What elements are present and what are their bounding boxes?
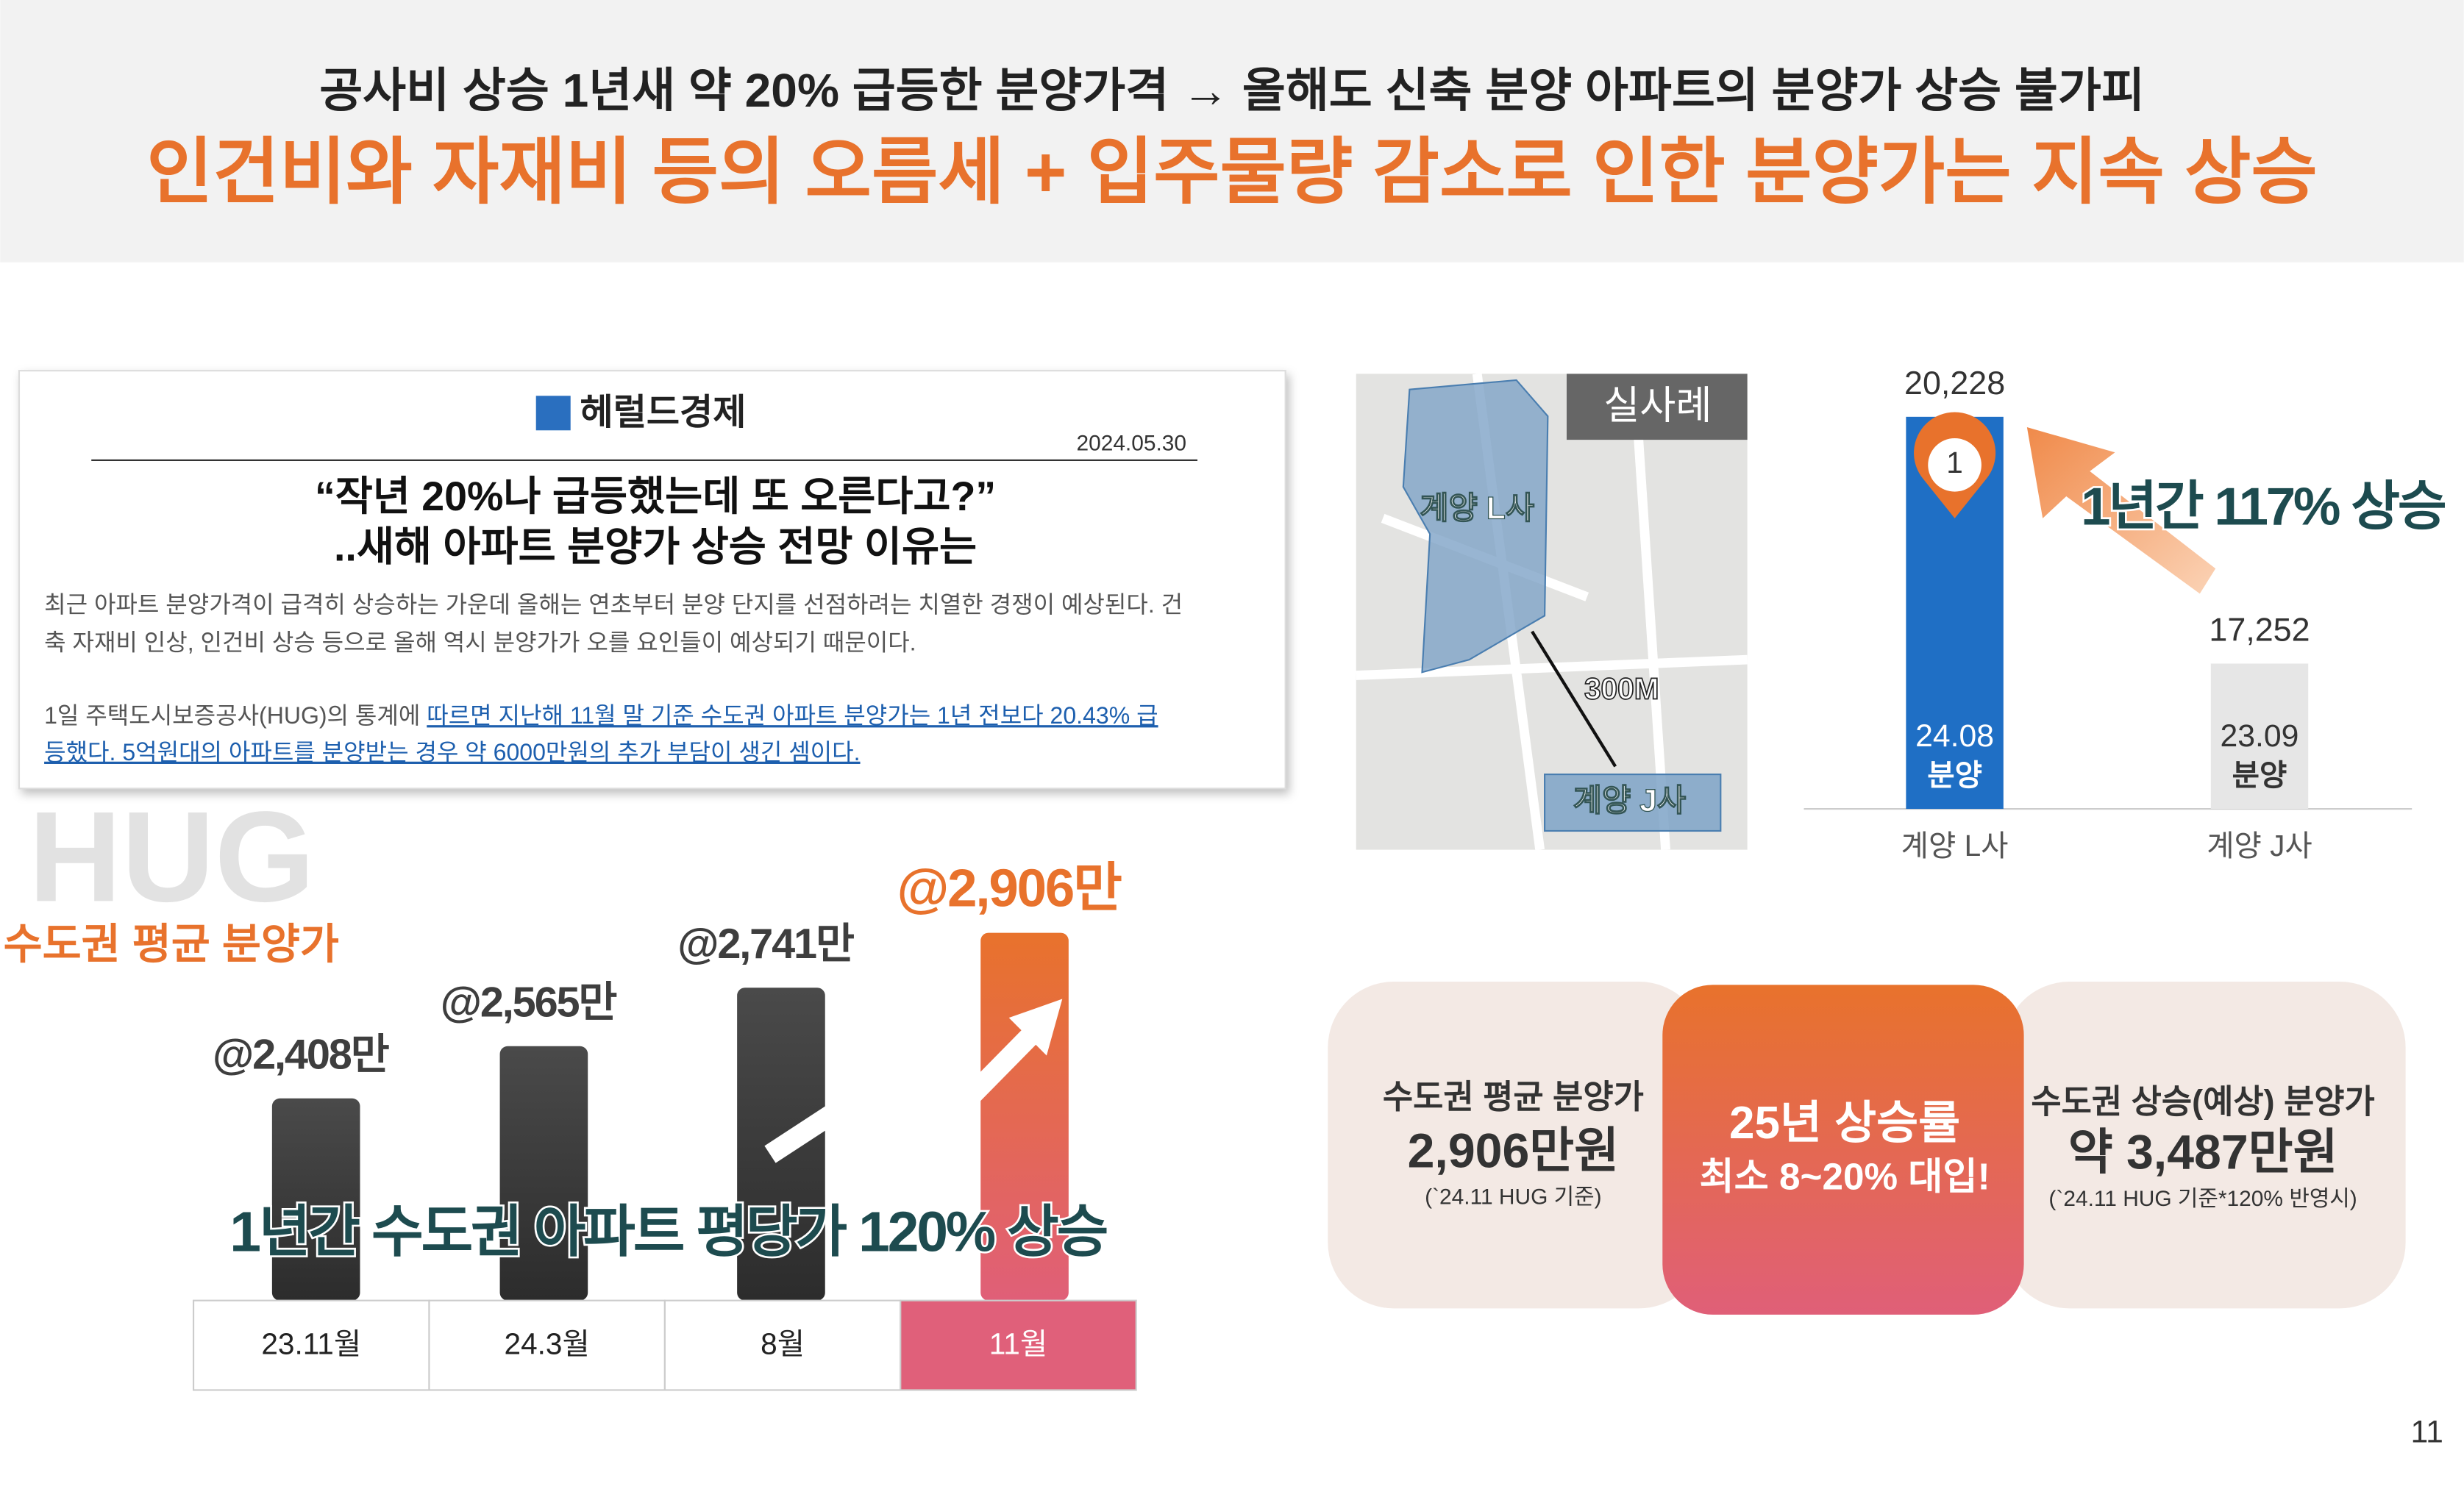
x-tick-label: 11월	[989, 1326, 1047, 1360]
headline: ..새해 아파트 분양가 상승 전망 이유는	[334, 524, 977, 569]
logo-icon	[535, 396, 571, 431]
box-value: 약 3,487만원	[2068, 1126, 2338, 1180]
box-title: 25년 상승률	[1729, 1098, 1960, 1149]
box-value: 최소 8~20% 대입!	[1699, 1156, 1990, 1198]
body: 최근 아파트 분양가격이 급격히 상승하는 가운데 올해는 연초부터 분양 단지…	[44, 591, 1183, 618]
site-label: 계양 L사	[1420, 491, 1534, 526]
box-note: (`24.11 HUG 기준)	[1425, 1185, 1601, 1210]
badge: 실사례	[1603, 384, 1712, 427]
header-line2: 인건비와 자재비 등의 오름세 + 입주물량 감소로 인한 분양가는 지속 상승	[146, 131, 2318, 212]
bar-text: 분양	[2232, 758, 2287, 792]
box-bg	[1328, 982, 1705, 1309]
link: 등했다. 5억원대의 아파트를 분양받는 경우 약 6000만원의 추가 부담이…	[44, 739, 860, 765]
distance: 300M	[1584, 672, 1659, 706]
date: 2024.05.30	[1076, 431, 1186, 455]
x-tick-label: 계양 L사	[1901, 829, 2009, 863]
table-cell	[663, 1299, 902, 1391]
value-label: @2,906만	[897, 858, 1122, 918]
body: 1일 주택도시보증공사(HUG)의 통계에	[44, 703, 427, 729]
value-label: 20,228	[1904, 364, 2005, 401]
logo: 헤럴드경제	[580, 393, 747, 432]
box-value: 2,906만원	[1408, 1124, 1619, 1179]
site-area	[1544, 774, 1722, 832]
box-bg	[2003, 982, 2406, 1309]
header-bg	[0, 0, 2464, 263]
bar-text: 분양	[1927, 758, 1982, 792]
value-label: @2,741만	[677, 921, 854, 968]
marker-dot	[1928, 438, 1981, 492]
bar	[499, 1046, 588, 1301]
box-title: 수도권 상승(예상) 분양가	[2031, 1083, 2374, 1121]
annotation: 1년간 117% 상승	[2081, 476, 2446, 536]
boxes: 수도권 평균 분양가 2,906만원 (`24.11 HUG 기준) 25년 상…	[1328, 982, 2406, 1315]
link: 따르면 지난해 11월 말 기준 수도권 아파트 분양가는 1년 전보다 20.…	[427, 703, 1158, 729]
article-bg	[18, 370, 1286, 790]
headline: “작년 20%나 급등했는데 또 오른다고?”	[315, 474, 996, 519]
value-label: @2,565만	[441, 979, 617, 1026]
trend-arrow	[764, 1021, 1045, 1163]
annotation: 1년간 수도권 아파트 평당가 120% 상승	[229, 1200, 1106, 1263]
box-note: (`24.11 HUG 기준*120% 반영시)	[2048, 1187, 2357, 1211]
x-tick-label: 24.3월	[505, 1326, 590, 1360]
page-number: 11	[2411, 1415, 2443, 1450]
site-area	[1402, 379, 1549, 674]
chart-title: HUG	[29, 785, 315, 929]
distance-line	[1531, 630, 1617, 768]
table-cell	[900, 1299, 1137, 1391]
bar	[2210, 663, 2309, 810]
site-label: 계양 J사	[1573, 783, 1687, 818]
x-tick-label: 8월	[761, 1326, 805, 1360]
x-tick-label: 23.11월	[261, 1326, 361, 1360]
article-card: 헤럴드경제 2024.05.30 “작년 20%나 급등했는데 또 오른다고?”…	[18, 370, 1286, 790]
bar-text: 23.09	[2221, 718, 2299, 754]
x-tick-label: 계양 J사	[2207, 829, 2312, 863]
badge-bg	[1566, 374, 1748, 440]
box-bg	[1662, 985, 2024, 1315]
marker: 1	[1946, 446, 1963, 479]
rise-arrow	[2026, 427, 2216, 594]
bar-text: 24.08	[1915, 718, 1994, 754]
chart-subtitle: 수도권 평균 분양가	[4, 921, 339, 968]
box-title: 수도권 평균 분양가	[1383, 1078, 1644, 1115]
trend-arrowhead	[1008, 999, 1063, 1056]
value-label: 17,252	[2209, 611, 2310, 649]
value-label: @2,408만	[213, 1031, 389, 1078]
body: 축 자재비 인상, 인건비 상승 등으로 올해 역시 분양가가 오를 요인들이 …	[44, 629, 916, 655]
bar	[271, 1098, 360, 1301]
body: 1일 주택도시보증공사(HUG)의 통계에 따르면 지난해 11월 말 기준 수…	[44, 703, 1158, 729]
map: 실사례 계양 L사 300M 계양 J사	[1356, 373, 1748, 851]
header-line1: 공사비 상승 1년새 약 20% 급등한 분양가격 → 올해도 신축 분양 아파…	[319, 64, 2145, 117]
